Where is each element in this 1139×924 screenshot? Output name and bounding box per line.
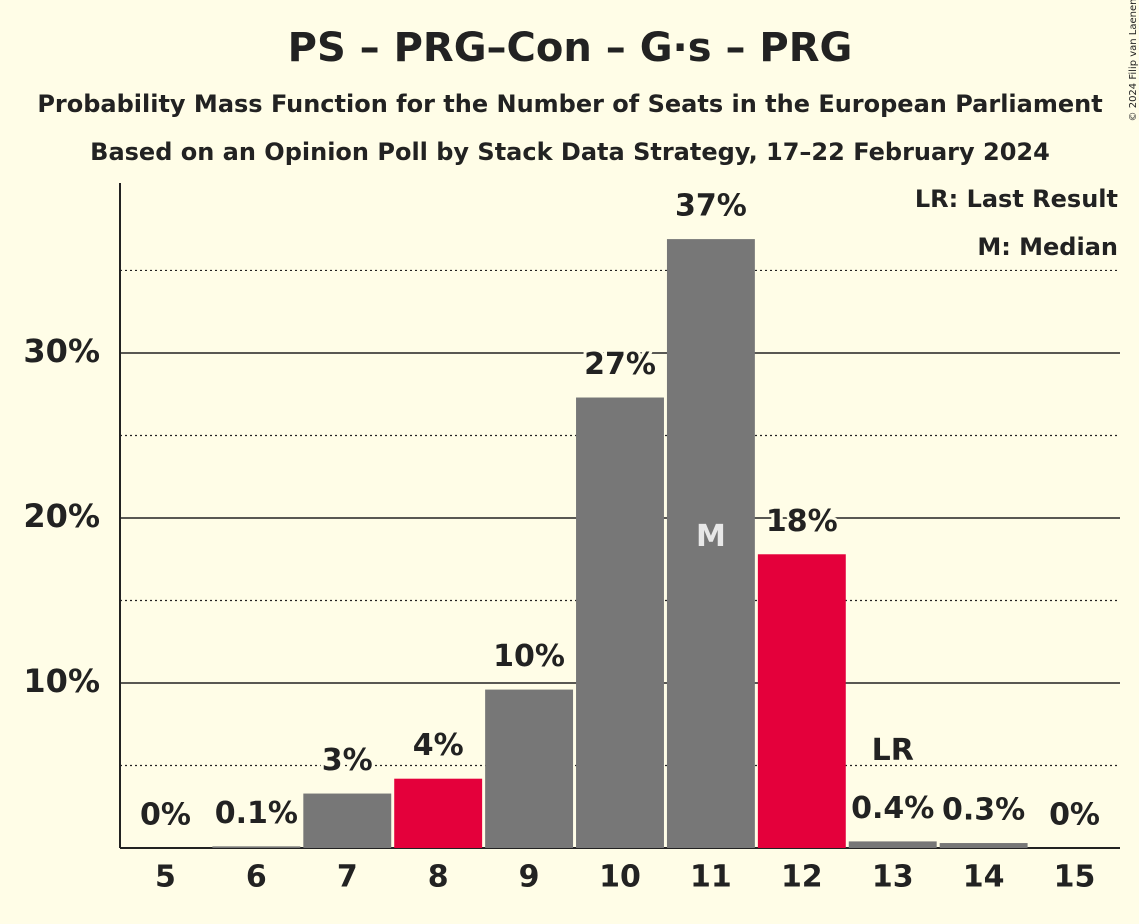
value-label: 0.1% bbox=[215, 796, 298, 831]
x-tick-label: 7 bbox=[337, 860, 358, 895]
bar bbox=[939, 843, 1028, 848]
legend-entry: LR: Last Result bbox=[915, 185, 1118, 213]
copyright: © 2024 Filip van Laenen bbox=[1128, 0, 1139, 121]
x-tick-label: 11 bbox=[690, 860, 732, 895]
y-tick-label: 30% bbox=[23, 332, 100, 370]
x-tick-label: 5 bbox=[155, 860, 176, 895]
value-label: 27% bbox=[584, 347, 656, 382]
x-tick-label: 12 bbox=[781, 860, 823, 895]
bar bbox=[394, 778, 483, 848]
value-label: 0.3% bbox=[942, 793, 1025, 828]
x-tick-label: 8 bbox=[428, 860, 449, 895]
bar bbox=[757, 554, 846, 848]
value-label: 18% bbox=[766, 504, 838, 539]
legend-entry: M: Median bbox=[977, 233, 1118, 261]
value-label: 0.4% bbox=[851, 791, 934, 826]
bar bbox=[666, 239, 755, 848]
value-label: 3% bbox=[322, 743, 373, 778]
x-tick-label: 6 bbox=[246, 860, 267, 895]
median-marker: M bbox=[696, 519, 726, 554]
value-label: 37% bbox=[675, 189, 747, 224]
bar bbox=[485, 689, 574, 848]
value-label: 10% bbox=[493, 639, 565, 674]
bar bbox=[576, 397, 664, 848]
bar bbox=[848, 841, 937, 848]
value-label: 0% bbox=[140, 798, 191, 833]
x-tick-label: 14 bbox=[963, 860, 1005, 895]
last-result-marker: LR bbox=[872, 733, 914, 768]
y-tick-label: 10% bbox=[23, 662, 100, 700]
value-label: 4% bbox=[413, 728, 464, 763]
bar bbox=[212, 846, 301, 848]
chart-source: Based on an Opinion Poll by Stack Data S… bbox=[90, 138, 1050, 166]
chart-title: PS – PRG–Con – G·s – PRG bbox=[288, 25, 853, 71]
x-tick-label: 10 bbox=[599, 860, 641, 895]
x-tick-label: 13 bbox=[872, 860, 914, 895]
x-tick-label: 15 bbox=[1054, 860, 1096, 895]
chart-subtitle: Probability Mass Function for the Number… bbox=[37, 90, 1102, 118]
bar bbox=[303, 793, 392, 848]
x-tick-label: 9 bbox=[519, 860, 540, 895]
y-tick-label: 20% bbox=[23, 497, 100, 535]
value-label: 0% bbox=[1049, 798, 1100, 833]
